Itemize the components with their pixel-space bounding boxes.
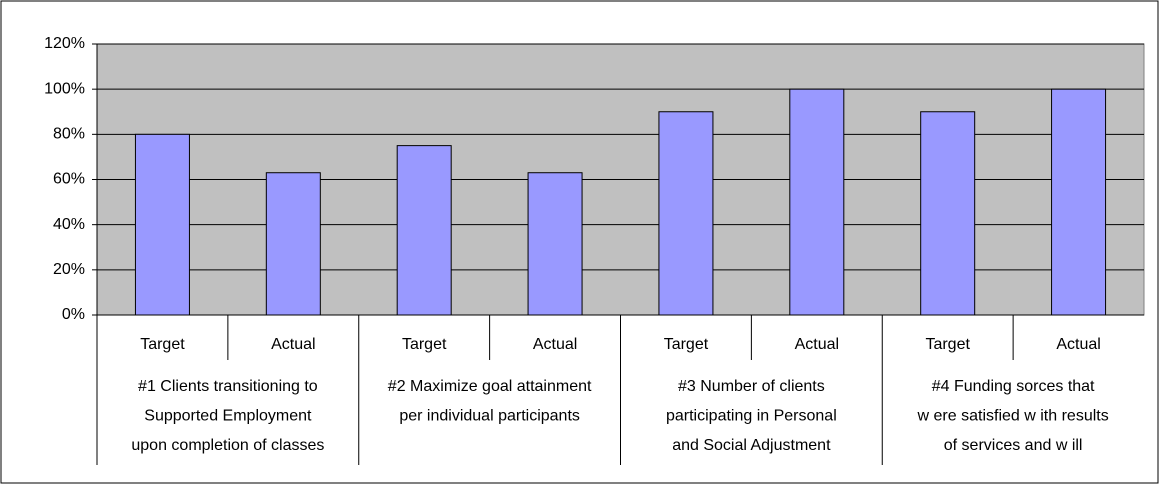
x-tick-label: Target — [925, 336, 970, 353]
y-tick-label: 40% — [53, 216, 85, 233]
group-label: #2 Maximize goal attainment — [388, 378, 592, 395]
x-tick-label: Actual — [795, 336, 839, 353]
group-label: #4 Funding sorces that — [932, 378, 1095, 395]
group-label: per individual participants — [399, 408, 580, 425]
group-label: and Social Adjustment — [672, 437, 831, 454]
group-label: Supported Employment — [144, 408, 312, 425]
bar — [265, 172, 321, 316]
bar — [134, 133, 190, 316]
x-tick-label: Actual — [271, 336, 315, 353]
bar — [920, 111, 976, 316]
group-label: upon completion of classes — [131, 437, 324, 454]
group-label: of services and w ill — [944, 437, 1083, 454]
y-tick-label: 80% — [53, 126, 85, 143]
group-label: participating in Personal — [666, 408, 837, 425]
bar — [527, 172, 583, 316]
bar — [1051, 88, 1107, 316]
group-label: #3 Number of clients — [678, 378, 825, 395]
x-tick-label: Actual — [1056, 336, 1100, 353]
y-tick-label: 20% — [53, 261, 85, 278]
group-label: #1 Clients transitioning to — [138, 378, 318, 395]
x-tick-label: Target — [664, 336, 709, 353]
x-tick-label: Target — [402, 336, 447, 353]
x-tick-label: Target — [140, 336, 185, 353]
x-tick-label: Actual — [533, 336, 577, 353]
y-tick-label: 0% — [62, 306, 85, 323]
bar — [789, 88, 845, 316]
y-tick-label: 100% — [44, 80, 85, 97]
bar — [658, 111, 714, 316]
y-tick-label: 60% — [53, 171, 85, 188]
bar — [396, 145, 452, 316]
y-tick-label: 120% — [44, 35, 85, 52]
group-label: w ere satisfied w ith results — [917, 408, 1109, 425]
